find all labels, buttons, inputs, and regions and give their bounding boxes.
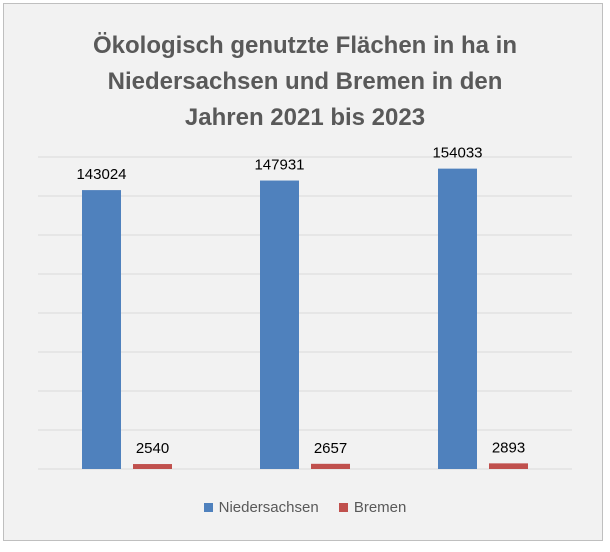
legend-label-bremen: Bremen bbox=[353, 499, 407, 516]
bar-bremen-2021 bbox=[133, 464, 172, 469]
bar-niedersachsen-2022 bbox=[260, 180, 299, 469]
chart-title: Ökologisch genutzte Flächen in ha in Nie… bbox=[92, 32, 518, 131]
legend-swatch-bremen bbox=[338, 503, 348, 512]
data-label-niedersachsen-2021: 143024 bbox=[76, 166, 126, 183]
data-label-niedersachsen-2023: 154033 bbox=[432, 145, 482, 162]
data-label-bremen-2022: 2657 bbox=[314, 440, 347, 457]
legend-item-niedersachsen: Niedersachsen bbox=[203, 499, 319, 516]
bar-niedersachsen-2021 bbox=[82, 190, 121, 469]
legend: Niedersachsen Bremen bbox=[0, 499, 610, 516]
bar-bremen-2022 bbox=[311, 463, 350, 469]
legend-item-bremen: Bremen bbox=[338, 499, 407, 516]
legend-label-niedersachsen: Niedersachsen bbox=[218, 499, 319, 516]
data-label-bremen-2023: 2893 bbox=[492, 439, 525, 456]
bar-niedersachsen-2023 bbox=[438, 168, 477, 469]
data-label-niedersachsen-2022: 147931 bbox=[254, 157, 304, 174]
legend-swatch-niedersachsen bbox=[203, 503, 213, 512]
bar-bremen-2023 bbox=[489, 463, 528, 469]
data-label-bremen-2021: 2540 bbox=[136, 440, 169, 457]
